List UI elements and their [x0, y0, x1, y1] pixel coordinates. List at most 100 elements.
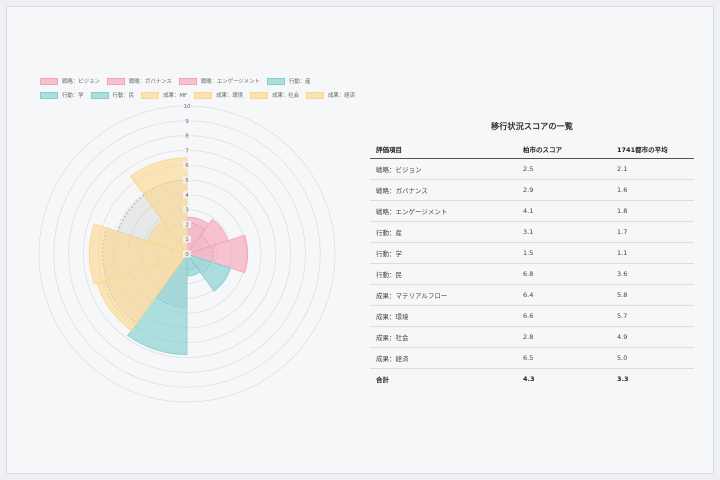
table-cell: 3.3	[617, 375, 629, 383]
table-cell: 5.8	[611, 284, 694, 306]
legend-label: 成果：経済	[328, 93, 355, 99]
column-header-average: 1741都市の平均	[611, 140, 694, 159]
tick-label: 1	[185, 237, 189, 243]
legend-swatch	[106, 77, 125, 85]
table-cell: 2.1	[611, 158, 694, 180]
table-row: 戦略：ビジョン 2.5 2.1	[370, 158, 694, 180]
legend-label: 戦略：エンゲージメント	[200, 79, 260, 85]
table-cell: 3.6	[611, 263, 694, 285]
legend-label: 行動：民	[112, 93, 135, 99]
legend-item[interactable]: 戦略：ガバナンス	[106, 76, 172, 86]
tick-label: 4	[185, 193, 189, 199]
tick-label-bg	[183, 206, 191, 214]
score-sector	[88, 223, 189, 285]
column-header-item: 評価項目	[370, 140, 517, 159]
table-row: 成果：マテリアルフロー 6.4 5.8	[370, 284, 694, 306]
table-cell: 成果：経済	[370, 347, 517, 369]
tick-label-bg	[183, 191, 191, 199]
legend-label: 成果：社会	[272, 93, 300, 99]
legend-swatch	[266, 77, 285, 85]
legend-label: 行動：産	[288, 79, 311, 85]
score-sector	[185, 234, 249, 274]
table-cell: 2.8	[517, 326, 611, 348]
score-sector	[185, 253, 232, 292]
table-cell: 行動：民	[370, 263, 517, 285]
column-header-city: 柏市のスコア	[517, 140, 611, 159]
legend-swatch	[250, 91, 269, 99]
tick-label-bg	[183, 220, 191, 228]
table-cell: 4.3	[523, 375, 535, 383]
tick-label-bg	[183, 102, 191, 110]
legend-item[interactable]: 行動：民	[90, 90, 135, 100]
table-cell: 成果：マテリアルフロー	[370, 284, 517, 306]
table-cell: 5.0	[611, 347, 694, 369]
table-cell: 戦略：エンゲージメント	[370, 200, 517, 222]
legend-item[interactable]: 成果：環境	[194, 90, 243, 100]
table-cell: 5.7	[611, 305, 694, 327]
table-row: 戦略：ガバナンス 2.9 1.6	[370, 179, 694, 201]
legend-swatch	[141, 91, 160, 99]
tick-label: 10	[184, 104, 191, 110]
table-cell: 1.1	[611, 242, 694, 264]
table-cell: 行動：学	[370, 242, 517, 264]
tick-label-bg	[183, 176, 191, 184]
legend-label: 成果：環境	[216, 93, 244, 99]
tick-label-bg	[183, 250, 191, 258]
legend-swatch	[194, 91, 213, 99]
legend-item[interactable]: 成果：経済	[306, 90, 355, 100]
legend-label: 行動：学	[62, 93, 84, 99]
table-cell: 戦略：ガバナンス	[370, 179, 517, 201]
legend-swatch	[40, 77, 58, 85]
table-cell: 合計	[376, 376, 389, 384]
table-cell: 1.6	[611, 179, 694, 201]
table-row: 行動：産 3.1 1.7	[370, 221, 694, 243]
table-header-row: 評価項目 柏市のスコア 1741都市の平均	[370, 140, 694, 159]
table-row: 成果：社会 2.8 4.9	[370, 326, 694, 348]
table-row: 行動：民 6.8 3.6	[370, 263, 694, 285]
score-table-panel: 移行状況スコアの一覧 評価項目 柏市のスコア 1741都市の平均 戦略：ビジョン…	[370, 120, 694, 389]
tick-label-bg	[183, 132, 191, 140]
table-cell: 4.9	[611, 326, 694, 348]
chart-legend: 戦略：ビジョン 戦略：ガバナンス 戦略：エンゲージメント 行動：産 行動：学 行動：民 成果…	[40, 76, 362, 100]
tick-label-bg	[183, 235, 191, 243]
tick-label: 3	[185, 208, 189, 214]
score-sector	[127, 252, 188, 356]
legend-item[interactable]: 成果：MF	[141, 90, 187, 100]
table-cell: 1.5	[517, 242, 611, 264]
table-cell: 戦略：ビジョン	[370, 158, 517, 180]
table-cell: 2.5	[517, 158, 611, 180]
legend-swatch	[90, 91, 109, 99]
legend-item[interactable]: 戦略：エンゲージメント	[178, 76, 260, 86]
score-sector	[129, 157, 188, 256]
legend-item[interactable]: 成果：社会	[250, 90, 299, 100]
tick-label: 0	[185, 252, 189, 258]
legend-item[interactable]: 戦略：ビジョン	[40, 76, 100, 86]
tick-label-bg	[183, 161, 191, 169]
table-cell: 成果：社会	[370, 326, 517, 348]
tick-label: 9	[185, 119, 189, 125]
score-table: 評価項目 柏市のスコア 1741都市の平均 戦略：ビジョン 2.5 2.1 戦略：ガバ…	[370, 140, 694, 389]
legend-swatch	[306, 91, 325, 99]
table-row: 成果：経済 6.5 5.0	[370, 347, 694, 369]
tick-label-bg	[183, 117, 191, 125]
table-title: 移行状況スコアの一覧	[491, 121, 573, 131]
tick-label: 2	[185, 222, 189, 228]
table-cell: 2.9	[517, 179, 611, 201]
table-cell: 1.8	[611, 200, 694, 222]
table-cell: 6.4	[517, 284, 611, 306]
table-total-row: 合計 4.3 3.3	[370, 369, 694, 390]
table-cell: 6.6	[517, 305, 611, 327]
table-cell: 1.7	[611, 221, 694, 243]
legend-swatch	[178, 77, 197, 85]
legend-item[interactable]: 行動：産	[266, 76, 311, 86]
tick-label: 7	[185, 148, 189, 154]
tick-label: 8	[185, 134, 189, 140]
legend-item[interactable]: 行動：学	[40, 90, 84, 100]
table-cell: 成果：環境	[370, 305, 517, 327]
table-row: 戦略：エンゲージメント 4.1 1.8	[370, 200, 694, 222]
table-row: 成果：環境 6.6 5.7	[370, 305, 694, 327]
legend-swatch	[40, 91, 58, 99]
table-cell: 6.5	[517, 347, 611, 369]
table-cell: 3.1	[517, 221, 611, 243]
